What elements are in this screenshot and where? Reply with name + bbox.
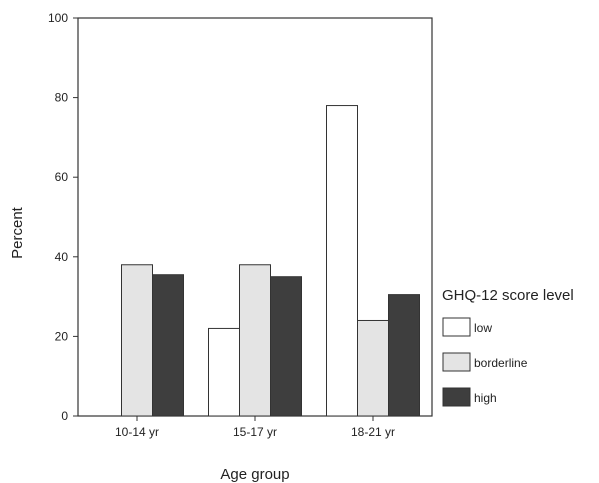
y-tick-label: 20 [55,329,69,343]
legend: GHQ-12 score level low borderline high [442,287,574,407]
legend-label-borderline: borderline [474,356,528,370]
legend-label-high: high [474,391,497,405]
bar-borderline [239,264,271,417]
bar-borderline [357,319,389,417]
bar-low [208,327,240,417]
y-axis-title: Percent [9,206,26,259]
bars [121,105,420,417]
legend-swatch-borderline [442,352,471,372]
x-axis-title: Age group [220,466,289,483]
x-tick-label: 10-14 yr [115,425,159,439]
bar-low [326,105,358,417]
y-tick-label: 80 [55,91,69,105]
y-tick-label: 0 [61,409,68,423]
x-tick-label: 15-17 yr [233,425,277,439]
legend-swatch-high [442,387,471,407]
bar-high [388,294,420,417]
legend-title: GHQ-12 score level [442,287,574,304]
bar-borderline [121,264,153,417]
x-axis: 10-14 yr 15-17 yr 18-21 yr [115,416,395,439]
y-tick-label: 60 [55,170,69,184]
y-tick-label: 100 [48,11,68,25]
x-tick-label: 18-21 yr [351,425,395,439]
y-tick-label: 40 [55,250,69,264]
legend-label-low: low [474,321,492,335]
bar-high [152,274,184,417]
legend-swatch-low [442,317,471,337]
y-axis: 0 20 40 60 80 100 [48,11,78,423]
bar-high [270,276,302,417]
